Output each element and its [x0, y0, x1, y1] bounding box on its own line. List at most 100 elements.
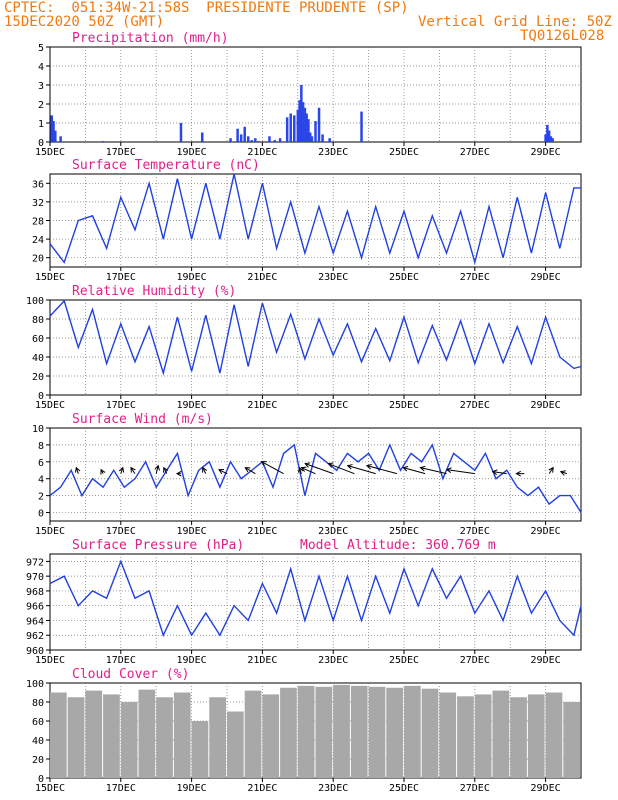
humidity-xtick-label: 19DEC [177, 400, 207, 411]
wind-vector [305, 463, 334, 475]
wind-vector [560, 471, 567, 475]
cloud-cover-xtick-label: 15DEC [35, 783, 65, 794]
precipitation-bar [314, 121, 317, 142]
wind-xtick-label: 17DEC [106, 526, 136, 537]
station-header: CPTEC: 051:34W-21:58S PRESIDENTE PRUDENT… [4, 0, 409, 16]
temperature-xtick-label: 19DEC [177, 272, 207, 283]
precipitation-ytick-label: 3 [38, 81, 44, 92]
wind-vector-head [74, 466, 81, 473]
precipitation-ytick-label: 0 [38, 138, 44, 149]
wind-xtick-label: 23DEC [318, 526, 348, 537]
humidity-xtick-label: 25DEC [389, 400, 419, 411]
cloud-cover-bar [280, 687, 297, 778]
wind-vector-head [218, 468, 225, 475]
precipitation-ytick-label: 5 [38, 43, 44, 54]
cloud-cover-bar [209, 697, 226, 778]
precipitation-bar [50, 115, 54, 142]
cloud-cover-bar [138, 689, 156, 778]
precipitation-bar [328, 138, 331, 142]
precipitation-xtick-label: 17DEC [106, 147, 136, 158]
precipitation-bar [298, 100, 301, 142]
wind-vector-head [419, 465, 426, 472]
temperature-series-line [49, 173, 581, 266]
temperature-xtick-label: 15DEC [35, 272, 65, 283]
precipitation-bar [305, 113, 308, 142]
cloud-cover-bar [457, 696, 474, 778]
pressure-xtick-label: 21DEC [247, 655, 277, 666]
temperature-ytick-label: 20 [32, 254, 44, 265]
wind-ytick-label: 8 [38, 441, 44, 452]
wind-xtick-label: 19DEC [177, 526, 207, 537]
wind-vector-head [327, 462, 334, 468]
wind-frame [49, 427, 582, 522]
pressure-ytick-label: 968 [26, 587, 44, 598]
wind-vector-head [130, 466, 136, 473]
precipitation-ytick-label: 2 [38, 100, 44, 111]
precipitation-xtick-label: 19DEC [177, 147, 207, 158]
wind-vector [366, 465, 398, 475]
temperature-title: Surface Temperature (nC) [72, 158, 260, 173]
cloud-cover-bar [545, 692, 563, 778]
wind-ytick-label: 10 [32, 424, 44, 435]
humidity-title: Relative Humidity (%) [72, 284, 236, 299]
precipitation-xtick-label: 15DEC [35, 147, 65, 158]
precipitation-bar [546, 124, 549, 142]
precipitation-bar [301, 102, 305, 142]
humidity-xtick-label: 27DEC [460, 400, 490, 411]
wind-vector-head [260, 461, 267, 467]
cloud-cover-bar [421, 688, 439, 778]
wind-vector-head [297, 466, 304, 473]
humidity-ytick-label: 60 [32, 334, 44, 345]
temperature-xtick-label: 29DEC [531, 272, 561, 283]
wind-vector [261, 461, 284, 475]
humidity-xtick-label: 23DEC [318, 400, 348, 411]
wind-vector [75, 467, 79, 474]
cloud-cover-bar [50, 692, 67, 778]
humidity-frame [49, 299, 582, 396]
wind-xtick-label: 21DEC [247, 526, 277, 537]
pressure-frame [49, 553, 582, 651]
wind-vector [347, 465, 376, 475]
wind-ytick-label: 2 [38, 492, 44, 503]
wind-vector-head [100, 468, 106, 475]
pressure-xtick-label: 19DEC [177, 655, 207, 666]
wind-vector-head [402, 466, 409, 472]
precipitation-bar [54, 130, 57, 142]
temperature-ytick-label: 36 [32, 179, 44, 190]
precipitation-ytick-label: 4 [38, 62, 44, 73]
precipitation-bar [239, 134, 243, 142]
pressure-ytick-label: 962 [26, 631, 44, 642]
wind-vector [492, 471, 507, 475]
wind-vector [301, 467, 316, 475]
wind-vector [245, 467, 256, 475]
humidity-ytick-label: 20 [32, 372, 44, 383]
precipitation-bar [268, 136, 271, 142]
temperature-xtick-label: 25DEC [389, 272, 419, 283]
precipitation-bar [310, 136, 314, 142]
cloud-cover-bar [173, 692, 191, 778]
precipitation-bar [243, 126, 246, 142]
precipitation-bar [296, 109, 300, 142]
precipitation-bar [101, 141, 105, 142]
humidity-xtick-label: 15DEC [35, 400, 65, 411]
pressure-xtick-label: 29DEC [531, 655, 561, 666]
precipitation-bar [200, 132, 204, 142]
cloud-cover-xtick-label: 29DEC [531, 783, 561, 794]
pressure-xtick-label: 15DEC [35, 655, 65, 666]
wind-vector-head [491, 469, 498, 476]
wind-vector [548, 467, 554, 474]
wind-vector-head [163, 466, 169, 473]
precipitation-bar [246, 136, 250, 142]
cloud-cover-bar [474, 694, 492, 778]
cloud-cover-ytick-label: 0 [38, 774, 44, 785]
cloud-cover-bar [85, 690, 103, 778]
precipitation-bar [317, 107, 321, 142]
cloud-cover-xtick-label: 27DEC [460, 783, 490, 794]
precipitation-xtick-label: 21DEC [247, 147, 277, 158]
precipitation-bar [257, 141, 261, 142]
precipitation-bar [179, 123, 183, 142]
wind-vector-head [300, 466, 307, 472]
precipitation-bar [278, 138, 282, 142]
humidity-ytick-label: 100 [26, 296, 44, 307]
precipitation-bar [293, 115, 296, 142]
